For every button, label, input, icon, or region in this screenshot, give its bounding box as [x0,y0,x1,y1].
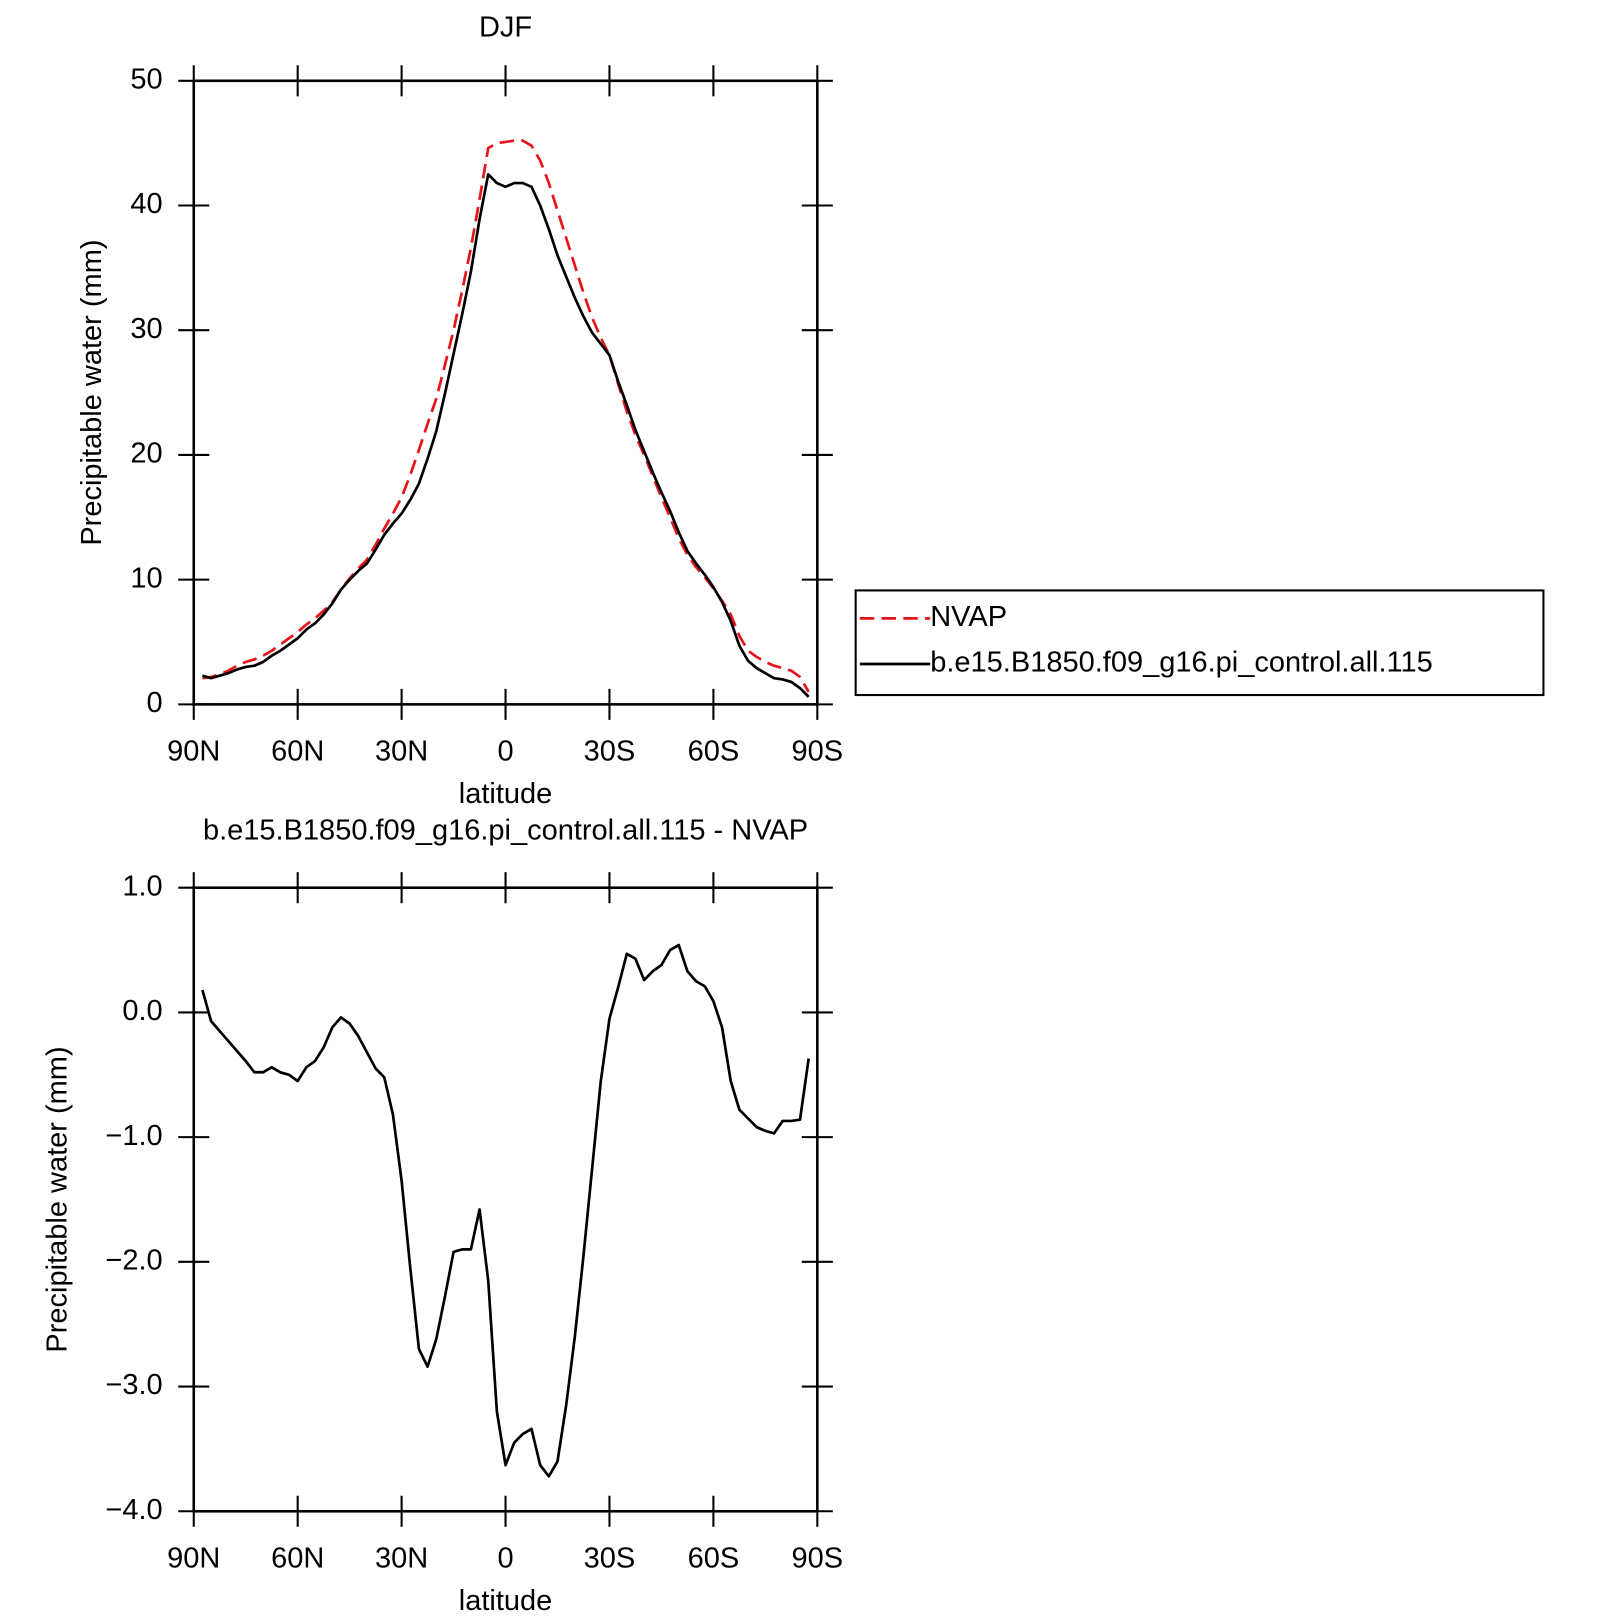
x-tick-label: 60N [271,1543,324,1575]
x-tick-label: 0 [497,1543,513,1575]
x-axis-label: latitude [459,778,553,810]
y-tick-label: 40 [130,188,162,220]
y-tick-label: −2.0 [105,1245,162,1277]
data-line [202,172,810,698]
chart-title: DJF [479,12,532,44]
x-tick-label: 60S [688,1543,740,1575]
x-axis-label: latitude [459,1585,553,1617]
legend-box [854,589,1545,697]
y-tick-label: 20 [130,438,162,470]
y-tick-label: 50 [130,63,162,95]
x-tick-label: 90S [792,1543,844,1575]
x-tick-label: 30S [584,736,636,768]
y-tick-label: 0 [147,687,163,719]
chart-title: b.e15.B1850.f09_g16.pi_control.all.115 -… [203,814,808,846]
x-tick-label: 30S [584,1543,636,1575]
x-tick-label: 90N [167,1543,220,1575]
plot-frame [192,79,819,706]
x-tick-label: 60N [271,736,324,768]
y-axis-label: Precipitable water (mm) [42,1046,74,1352]
legend-label: b.e15.B1850.f09_g16.pi_control.all.115 [930,647,1433,679]
data-line [201,943,810,1478]
x-tick-label: 90S [792,736,844,768]
plot-frame [192,886,819,1513]
y-tick-label: 1.0 [122,870,162,902]
y-tick-label: 0.0 [122,995,162,1027]
y-tick-label: −1.0 [105,1120,162,1152]
x-tick-label: 30N [375,736,428,768]
x-tick-label: 0 [497,736,513,768]
y-axis-label: Precipitable water (mm) [76,239,108,545]
x-tick-label: 90N [167,736,220,768]
x-tick-label: 60S [688,736,740,768]
legend-label: NVAP [930,601,1007,633]
y-tick-label: 30 [130,313,162,345]
y-tick-label: −4.0 [105,1494,162,1526]
data-line [202,139,810,693]
x-tick-label: 30N [375,1543,428,1575]
y-tick-label: −3.0 [105,1369,162,1401]
y-tick-label: 10 [130,562,162,594]
